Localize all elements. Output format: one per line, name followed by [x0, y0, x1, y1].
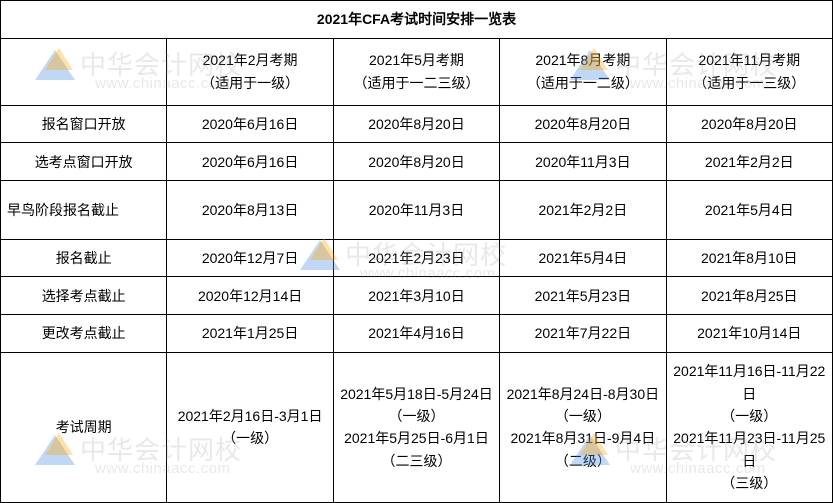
cell-5-2: 2021年7月22日: [500, 315, 666, 353]
cell-0-1: 2020年8月20日: [333, 105, 499, 143]
period-header-1-line1: 2021年5月考期: [336, 49, 497, 71]
table-row: 选考点窗口开放 2020年6月16日 2020年8月20日 2020年11月3日…: [1, 143, 833, 181]
cell-3-1: 2021年2月23日: [333, 239, 499, 277]
cell-4-0: 2020年12月14日: [167, 277, 333, 315]
ep-3-l1: 2021年11月16日-11月22日: [669, 360, 830, 405]
ep-1-l3: 2021年5月25日-6月1日: [336, 427, 497, 449]
period-header-2-line1: 2021年8月考期: [502, 49, 663, 71]
ep-2-l2: （一级）: [502, 405, 663, 427]
schedule-table: 2021年CFA考试时间安排一览表 2021年2月考期 （适用于一级） 2021…: [0, 0, 833, 503]
cell-5-1: 2021年4月16日: [333, 315, 499, 353]
cell-0-0: 2020年6月16日: [167, 105, 333, 143]
cell-4-2: 2021年5月23日: [500, 277, 666, 315]
period-header-2: 2021年8月考期 （适用于一二级）: [500, 38, 666, 105]
cell-1-3: 2021年2月2日: [666, 143, 832, 181]
cell-1-0: 2020年6月16日: [167, 143, 333, 181]
ep-2-l1: 2021年8月24日-8月30日: [502, 383, 663, 405]
row-label-4: 选择考点截止: [1, 277, 167, 315]
period-header-0: 2021年2月考期 （适用于一级）: [167, 38, 333, 105]
row-label-2: 早鸟阶段报名截止: [1, 181, 167, 240]
period-header-1: 2021年5月考期 （适用于一二三级）: [333, 38, 499, 105]
exam-period-cell-1: 2021年5月18日-5月24日 （一级） 2021年5月25日-6月1日 （二…: [333, 352, 499, 502]
cell-0-3: 2020年8月20日: [666, 105, 832, 143]
cell-2-0: 2020年8月13日: [167, 181, 333, 240]
table-row: 早鸟阶段报名截止 2020年8月13日 2020年11月3日 2021年2月2日…: [1, 181, 833, 240]
period-header-0-line1: 2021年2月考期: [169, 49, 330, 71]
exam-period-row: 考试周期 2021年2月16日-3月1日 （一级） 2021年5月18日-5月2…: [1, 352, 833, 502]
row-label-3: 报名截止: [1, 239, 167, 277]
cell-5-3: 2021年10月14日: [666, 315, 832, 353]
cell-4-3: 2021年8月25日: [666, 277, 832, 315]
cell-4-1: 2021年3月10日: [333, 277, 499, 315]
cell-3-2: 2021年5月4日: [500, 239, 666, 277]
ep-2-l3: 2021年8月31日-9月4日: [502, 427, 663, 449]
ep-3-l4: （三级）: [669, 472, 830, 494]
ep-3-l2: （一级）: [669, 405, 830, 427]
period-header-1-line2: （适用于一二三级）: [336, 72, 497, 94]
exam-period-label: 考试周期: [1, 352, 167, 502]
table-row: 报名截止 2020年12月7日 2021年2月23日 2021年5月4日 202…: [1, 239, 833, 277]
row-label-5: 更改考点截止: [1, 315, 167, 353]
ep-1-l1: 2021年5月18日-5月24日: [336, 383, 497, 405]
ep-1-l2: （一级）: [336, 405, 497, 427]
period-header-3: 2021年11月考期 （适用于一三级）: [666, 38, 832, 105]
period-header-3-line1: 2021年11月考期: [669, 49, 830, 71]
cell-2-3: 2021年5月4日: [666, 181, 832, 240]
table-row: 更改考点截止 2021年1月25日 2021年4月16日 2021年7月22日 …: [1, 315, 833, 353]
exam-period-cell-2: 2021年8月24日-8月30日 （一级） 2021年8月31日-9月4日 （二…: [500, 352, 666, 502]
cell-1-2: 2020年11月3日: [500, 143, 666, 181]
exam-period-cell-3: 2021年11月16日-11月22日 （一级） 2021年11月23日-11月2…: [666, 352, 832, 502]
cell-3-3: 2021年8月10日: [666, 239, 832, 277]
ep-1-l4: （二三级）: [336, 450, 497, 472]
cell-0-2: 2020年8月20日: [500, 105, 666, 143]
ep-2-l4: （二级）: [502, 450, 663, 472]
ep-0-l1: 2021年2月16日-3月1日: [169, 405, 330, 427]
table-title: 2021年CFA考试时间安排一览表: [1, 1, 833, 39]
header-row: 2021年2月考期 （适用于一级） 2021年5月考期 （适用于一二三级） 20…: [1, 38, 833, 105]
header-empty: [1, 38, 167, 105]
period-header-0-line2: （适用于一级）: [169, 72, 330, 94]
exam-period-cell-0: 2021年2月16日-3月1日 （一级）: [167, 352, 333, 502]
cell-2-1: 2020年11月3日: [333, 181, 499, 240]
cell-3-0: 2020年12月7日: [167, 239, 333, 277]
title-row: 2021年CFA考试时间安排一览表: [1, 1, 833, 39]
ep-3-l3: 2021年11月23日-11月25日: [669, 427, 830, 472]
table-row: 选择考点截止 2020年12月14日 2021年3月10日 2021年5月23日…: [1, 277, 833, 315]
ep-0-l2: （一级）: [169, 427, 330, 449]
row-label-1: 选考点窗口开放: [1, 143, 167, 181]
row-label-0: 报名窗口开放: [1, 105, 167, 143]
cell-5-0: 2021年1月25日: [167, 315, 333, 353]
period-header-3-line2: （适用于一三级）: [669, 72, 830, 94]
cell-2-2: 2021年2月2日: [500, 181, 666, 240]
table-row: 报名窗口开放 2020年6月16日 2020年8月20日 2020年8月20日 …: [1, 105, 833, 143]
period-header-2-line2: （适用于一二级）: [502, 72, 663, 94]
table-container: 中华会计网校 www.chinaacc.com 中华会计网校 www.china…: [0, 0, 833, 503]
cell-1-1: 2020年8月20日: [333, 143, 499, 181]
